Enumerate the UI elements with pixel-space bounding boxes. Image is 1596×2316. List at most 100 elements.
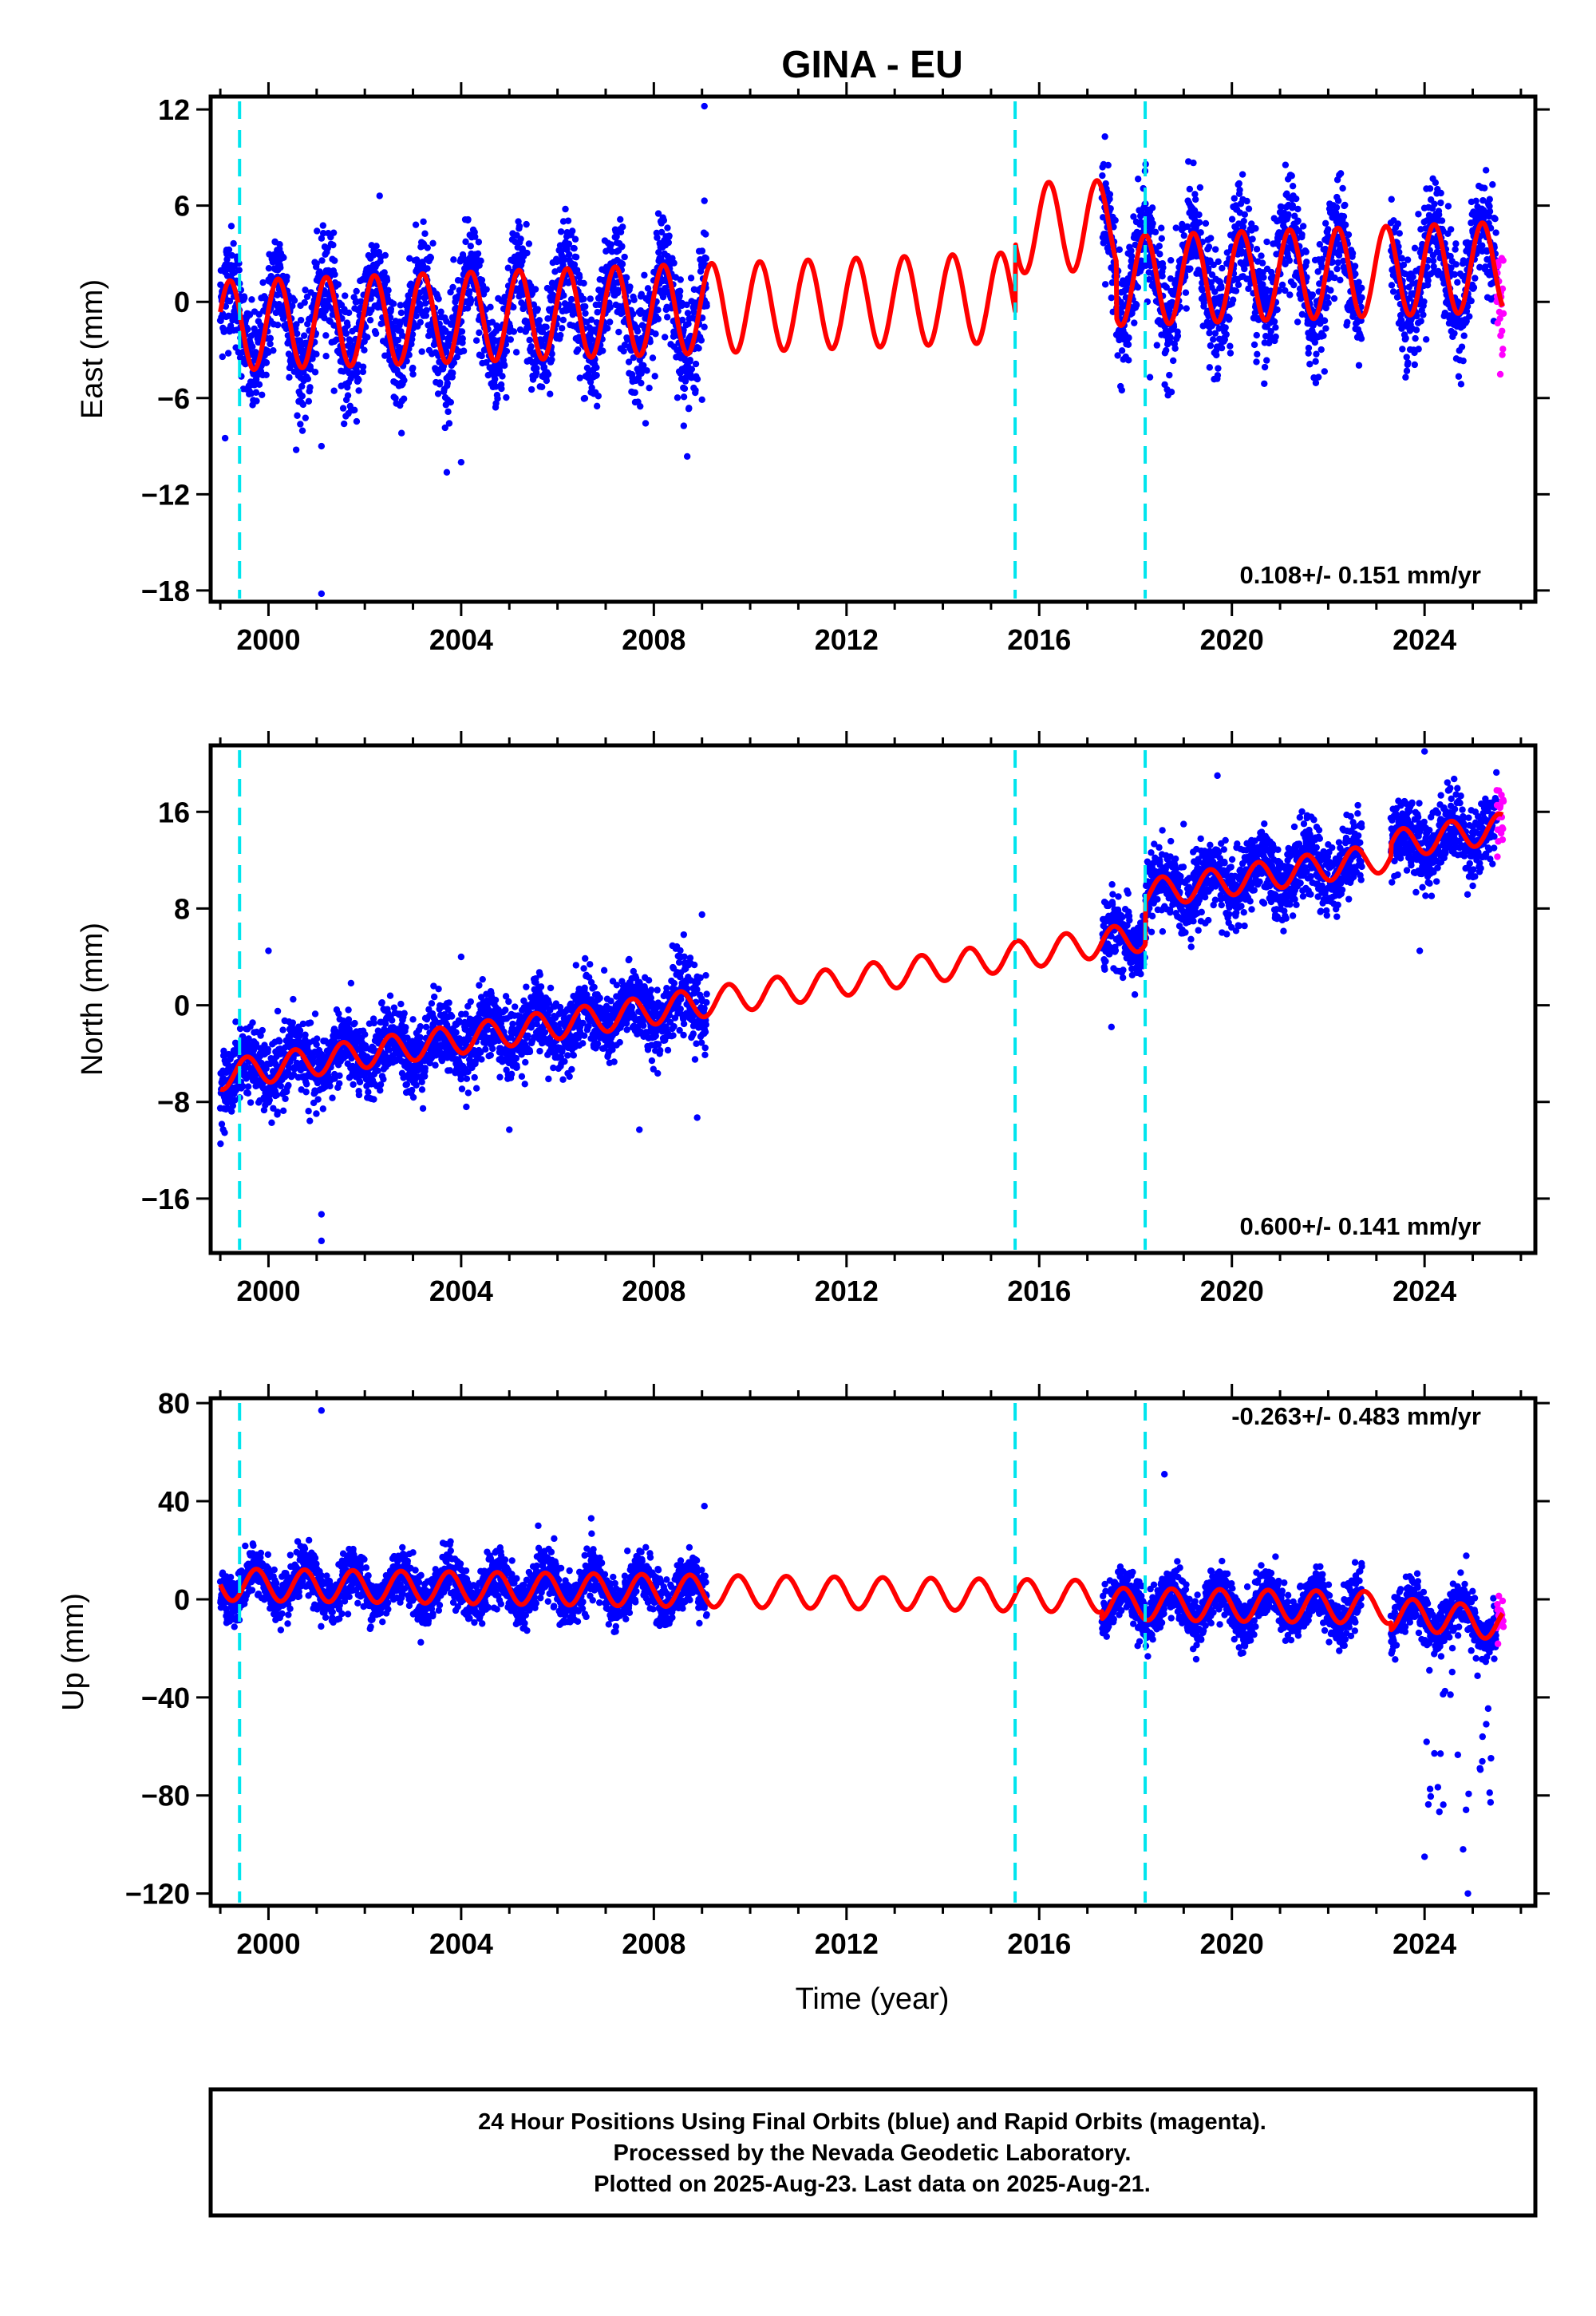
data-point-final <box>1153 342 1161 349</box>
data-point-final <box>282 1095 289 1102</box>
data-point-final <box>1249 235 1256 243</box>
data-point-final <box>1196 184 1204 192</box>
data-point-final <box>1134 176 1142 183</box>
data-point-final <box>1166 371 1173 379</box>
data-point-final <box>336 1080 343 1087</box>
data-point-final <box>478 276 486 284</box>
data-point-final <box>565 240 573 247</box>
data-point-final <box>557 331 564 339</box>
data-point-final <box>688 366 696 373</box>
data-point-final <box>475 239 483 246</box>
data-point-final <box>1309 291 1317 298</box>
data-point-final <box>1417 318 1424 325</box>
data-point-final <box>277 264 284 271</box>
data-point-final <box>1444 203 1452 210</box>
data-point-rapid <box>1499 351 1506 358</box>
data-point-final <box>692 386 699 394</box>
data-point-final <box>434 390 442 397</box>
data-point-final <box>1293 195 1300 203</box>
data-point-final <box>227 1108 235 1115</box>
data-point-final <box>1182 289 1190 296</box>
data-point-final <box>397 302 405 309</box>
data-point-final <box>1312 358 1319 366</box>
y-axis-label: East (mm) <box>76 279 109 419</box>
data-point-final <box>543 323 550 331</box>
data-point-final <box>1272 324 1279 331</box>
data-point-final <box>610 283 617 290</box>
data-point-final <box>380 1076 387 1083</box>
data-point-final <box>1263 238 1270 246</box>
data-point-final <box>409 330 417 338</box>
data-point-final <box>516 326 524 334</box>
data-point-final <box>373 243 380 250</box>
data-point-final <box>339 405 347 412</box>
data-point-final <box>517 235 524 243</box>
data-point-final <box>1101 281 1109 288</box>
data-point-final <box>1108 294 1115 302</box>
data-point-final <box>285 1081 292 1089</box>
y-tick-label: 16 <box>158 796 190 828</box>
data-point-final <box>1270 318 1278 326</box>
data-point-final <box>441 424 448 432</box>
data-point-final <box>496 367 504 375</box>
data-point-final <box>498 385 505 393</box>
data-point-final <box>1399 346 1406 353</box>
data-point-final <box>1409 273 1416 281</box>
data-point-outlier <box>698 396 705 403</box>
data-point-final <box>297 316 305 324</box>
data-point-final <box>492 383 500 390</box>
data-point-final <box>405 351 413 358</box>
data-point-final <box>1227 350 1235 357</box>
data-point-final <box>1345 231 1353 239</box>
data-point-final <box>538 383 546 390</box>
data-point-final <box>311 1010 319 1018</box>
data-point-final <box>259 1026 266 1034</box>
data-point-final <box>1207 235 1215 242</box>
data-point-final <box>701 323 708 330</box>
data-point-final <box>289 1019 296 1026</box>
data-point-final <box>309 355 316 362</box>
data-point-final <box>1229 296 1237 303</box>
data-point-outlier <box>701 102 708 110</box>
data-point-final <box>397 309 405 317</box>
data-point-final <box>1205 243 1213 251</box>
data-point-final <box>544 370 552 378</box>
data-point-final <box>274 1109 281 1116</box>
data-point-final <box>306 1019 314 1026</box>
data-point-final <box>560 256 568 263</box>
data-point-final <box>1482 167 1490 174</box>
data-point-final <box>1199 287 1206 294</box>
data-point-final <box>474 250 482 258</box>
data-point-final <box>423 306 430 314</box>
data-point-final <box>270 346 277 354</box>
x-tick-label: 2008 <box>622 623 685 656</box>
data-point-final <box>1460 357 1467 365</box>
data-point-final <box>417 318 424 326</box>
data-point-final <box>429 239 437 247</box>
data-point-final <box>1253 331 1260 339</box>
data-point-final <box>301 298 308 306</box>
data-point-final <box>1312 379 1320 386</box>
data-point-final <box>515 251 522 259</box>
data-point-final <box>305 397 313 405</box>
data-point-final <box>548 350 555 358</box>
data-point-final <box>274 1007 282 1015</box>
data-point-final <box>1341 221 1349 228</box>
data-point-final <box>420 218 427 225</box>
data-point-final <box>512 349 520 356</box>
data-point-final <box>1454 279 1461 286</box>
data-point-final <box>417 302 424 310</box>
data-point-outlier <box>318 442 326 450</box>
data-point-final <box>619 223 626 231</box>
data-point-final <box>1118 386 1126 394</box>
data-point-final <box>1163 346 1170 354</box>
data-point-final <box>1231 195 1238 202</box>
data-point-final <box>1344 318 1351 326</box>
data-point-final <box>385 287 392 294</box>
data-point-final <box>1333 265 1341 273</box>
data-point-final <box>1313 350 1320 358</box>
data-point-final <box>444 408 452 416</box>
data-point-final <box>465 288 473 295</box>
data-point-final <box>1206 364 1214 371</box>
data-point-final <box>548 356 555 363</box>
